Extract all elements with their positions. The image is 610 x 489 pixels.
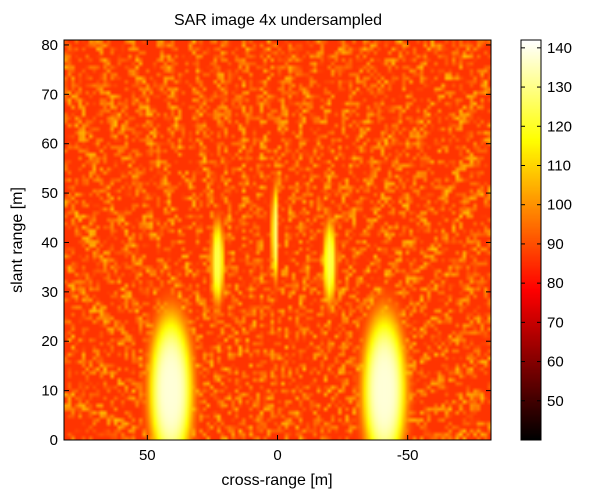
colorbar-tick-label: 140	[547, 40, 572, 57]
x-axis: 50 0 -50	[139, 40, 419, 464]
colorbar-tick-label: 50	[547, 393, 564, 410]
heatmap-image	[64, 40, 491, 440]
y-tick-label: 10	[41, 383, 58, 400]
y-axis-label: slant range [m]	[9, 187, 26, 293]
colorbar-frame	[520, 39, 542, 441]
heatmap-plot-area	[63, 39, 492, 441]
colorbar-tick-label: 100	[547, 197, 572, 214]
colorbar: 50 60 70 80 90 100 110 120 130 140	[520, 39, 572, 441]
colorbar-gradient	[521, 40, 541, 440]
y-tick-label: 20	[41, 333, 58, 350]
colorbar-tick-label: 70	[547, 314, 564, 331]
colorbar-tick-label: 80	[547, 275, 564, 292]
colorbar-tick-label: 90	[547, 236, 564, 253]
x-tick-label: 0	[273, 447, 281, 464]
colorbar-tick-label: 60	[547, 354, 564, 371]
x-tick-label: -50	[397, 447, 419, 464]
chart-title: SAR image 4x undersampled	[174, 12, 382, 29]
y-tick-label: 0	[50, 432, 58, 449]
y-tick-label: 50	[41, 185, 58, 202]
y-tick-label: 30	[41, 284, 58, 301]
y-tick-label: 80	[41, 37, 58, 54]
y-axis: 0 10 20 30 40 50 60 70 80	[41, 37, 491, 449]
y-tick-label: 60	[41, 136, 58, 153]
y-tick-label: 70	[41, 86, 58, 103]
colorbar-tick-label: 110	[547, 157, 571, 174]
y-tick-label: 40	[41, 234, 58, 251]
x-tick-label: 50	[139, 447, 156, 464]
colorbar-tick-label: 130	[547, 79, 572, 96]
colorbar-tick-label: 120	[547, 118, 572, 135]
x-axis-label: cross-range [m]	[221, 472, 332, 489]
colorbar-ticks: 50 60 70 80 90 100 110 120 130 140	[521, 40, 572, 410]
